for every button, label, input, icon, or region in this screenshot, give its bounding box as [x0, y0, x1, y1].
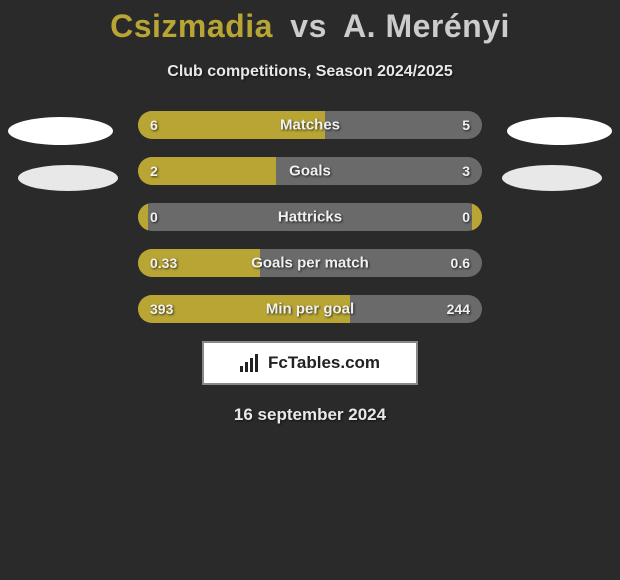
avatar-placeholder-left-2 — [18, 165, 118, 191]
bar-value-right: 244 — [447, 301, 470, 317]
avatar-placeholder-right-2 — [502, 165, 602, 191]
bar-label: Goals — [138, 163, 482, 180]
bars-holder: Matches6 5 Goals2 3 Hattricks0 0 Goals per mat… — [0, 111, 620, 323]
brand-text: FcTables.com — [268, 353, 380, 373]
bar-row: Matches6 5 — [138, 111, 482, 139]
vs-text: vs — [290, 8, 327, 44]
main-title: Csizmadia vs A. Merényi — [0, 0, 620, 45]
bar-value-left: 393 — [150, 301, 173, 317]
player1-name: Csizmadia — [110, 8, 273, 44]
brand-box: FcTables.com — [202, 341, 418, 385]
comparison-infographic: Csizmadia vs A. Merényi Club competition… — [0, 0, 620, 580]
bar-label: Matches — [138, 117, 482, 134]
chart-area: Matches6 5 Goals2 3 Hattricks0 0 Goals per mat… — [0, 111, 620, 323]
bar-label: Hattricks — [138, 209, 482, 226]
bar-value-right: 5 — [462, 117, 470, 133]
bar-row: Goals per match0.33 0.6 — [138, 249, 482, 277]
bar-value-left: 6 — [150, 117, 158, 133]
bar-row: Min per goal393 244 — [138, 295, 482, 323]
bar-label: Goals per match — [138, 255, 482, 272]
bar-value-left: 2 — [150, 163, 158, 179]
date-line: 16 september 2024 — [0, 405, 620, 425]
bar-value-left: 0.33 — [150, 255, 177, 271]
bar-value-left: 0 — [150, 209, 158, 225]
bar-row: Hattricks0 0 — [138, 203, 482, 231]
bar-value-right: 3 — [462, 163, 470, 179]
player2-name: A. Merényi — [343, 8, 510, 44]
bar-label: Min per goal — [138, 301, 482, 318]
bar-value-right: 0.6 — [451, 255, 470, 271]
bar-row: Goals2 3 — [138, 157, 482, 185]
subtitle: Club competitions, Season 2024/2025 — [0, 63, 620, 81]
avatar-placeholder-left-1 — [8, 117, 113, 145]
bars-icon — [240, 354, 262, 372]
bar-value-right: 0 — [462, 209, 470, 225]
avatar-placeholder-right-1 — [507, 117, 612, 145]
